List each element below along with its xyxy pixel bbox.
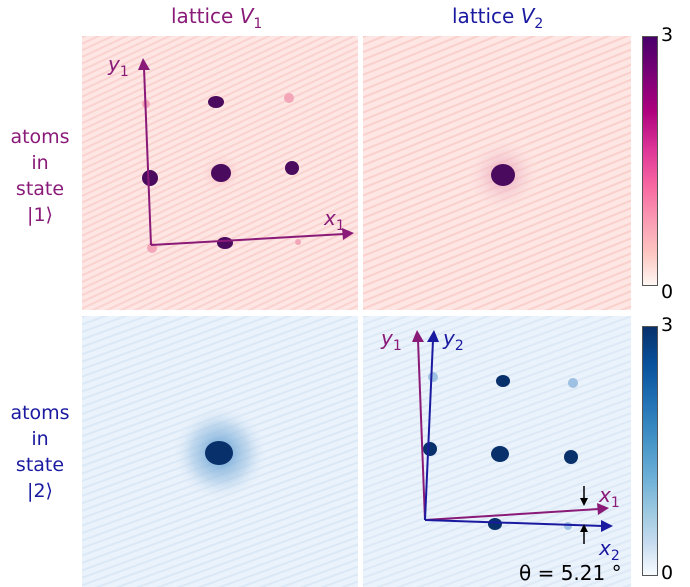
axis-label-y2: y2 — [443, 326, 464, 354]
atom-peak — [285, 161, 299, 175]
atom-peak — [496, 375, 510, 387]
row-label-line: atoms — [10, 402, 70, 424]
axis-sub: 2 — [454, 338, 464, 354]
panel-state1-lattice2 — [363, 36, 631, 310]
row-label-line: state — [15, 454, 65, 476]
atom-peak — [423, 442, 437, 456]
row-label-line: atoms — [10, 126, 70, 148]
axis-var: y — [443, 326, 455, 350]
axis-sub: 1 — [392, 338, 402, 354]
axis-var: x — [599, 536, 611, 560]
column-title-sub: 2 — [534, 16, 544, 32]
colorbar-max-label: 3 — [661, 314, 674, 336]
density-image — [363, 316, 631, 587]
atom-peak-faint — [284, 93, 294, 103]
column-title-var: V — [239, 4, 254, 28]
atom-peak-faint — [295, 239, 301, 245]
row-label-line: state — [15, 178, 65, 200]
row-label-state-2: atoms in state |2⟩ — [0, 400, 80, 504]
angle-label: θ = 5.21 ° — [519, 561, 622, 585]
axis-label-x2: x2 — [599, 536, 620, 564]
axis-label-x1: x1 — [324, 206, 345, 234]
row-label-line: in — [31, 152, 49, 174]
colorbar-min-label: 0 — [661, 562, 674, 584]
column-title-lattice-v1: lattice V1 — [171, 4, 262, 32]
atom-peak — [208, 96, 224, 108]
atom-peak — [488, 518, 502, 530]
atom-peak — [491, 446, 509, 462]
axis-sub: 1 — [335, 218, 345, 234]
column-title-lattice-v2: lattice V2 — [452, 4, 543, 32]
axis-sub: 1 — [119, 64, 129, 80]
atom-peak — [217, 237, 233, 249]
row-label-state-1: atoms in state |1⟩ — [0, 124, 80, 228]
axis-var: y — [108, 52, 120, 76]
column-title-sub: 1 — [253, 16, 263, 32]
axis-label-x1: x1 — [599, 483, 620, 511]
axis-var: x — [324, 206, 336, 230]
column-title-var: V — [520, 4, 535, 28]
atom-peak — [491, 164, 515, 186]
density-image — [82, 316, 358, 587]
column-title-prefix: lattice — [171, 4, 240, 28]
axis-label-y1: y1 — [381, 326, 402, 354]
density-image — [363, 36, 631, 310]
colorbar-max-label: 3 — [661, 24, 674, 46]
angle-marker — [580, 486, 588, 544]
axis-sub: 1 — [610, 495, 620, 511]
axis-label-y1: y1 — [108, 52, 129, 80]
density-image — [82, 36, 358, 310]
atom-peak — [205, 441, 233, 465]
lattice-axes-1 — [138, 58, 354, 246]
atom-peak-faint — [564, 522, 572, 530]
atom-peak-faint — [568, 378, 578, 388]
atom-peak — [142, 170, 158, 186]
axis-var: y — [381, 326, 393, 350]
column-title-prefix: lattice — [452, 4, 521, 28]
panel-state2-lattice1 — [82, 316, 358, 587]
colorbar-state1 — [642, 36, 658, 286]
lattice-axes-1 — [412, 330, 609, 521]
row-label-line: |2⟩ — [27, 480, 53, 502]
axis-sub: 2 — [610, 548, 620, 564]
atom-peak-faint — [428, 372, 438, 382]
atom-peak — [211, 164, 231, 182]
colorbar-state2 — [642, 326, 658, 576]
colorbar-min-label: 0 — [661, 281, 674, 303]
panel-state1-lattice1: y1 x1 — [82, 36, 358, 310]
panel-state2-lattice2: y1 y2 x1 x2 θ = 5.21 ° — [363, 316, 631, 587]
axis-var: x — [599, 483, 611, 507]
row-label-line: in — [31, 428, 49, 450]
row-label-line: |1⟩ — [27, 204, 53, 226]
lattice-axes-2 — [424, 330, 613, 532]
atom-peak — [564, 450, 578, 464]
